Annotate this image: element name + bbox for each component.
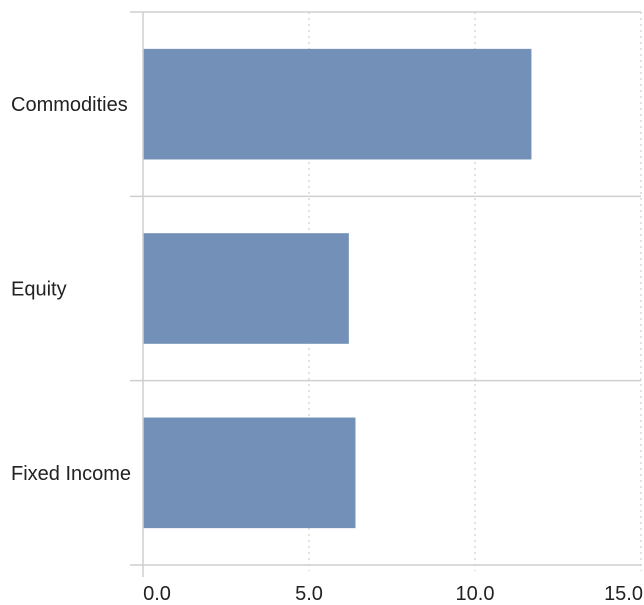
category-label: Equity (11, 279, 67, 301)
bar-equity (143, 233, 349, 344)
x-tick-label: 0.0 (143, 583, 171, 605)
category-label: Fixed Income (11, 463, 131, 485)
x-tick-label: 10.0 (456, 583, 495, 605)
bars-layer (143, 48, 532, 529)
labels-layer: Commodities Equity Fixed Income 0.0 5.0 10.0 1… (11, 94, 643, 605)
category-label: Commodities (11, 94, 128, 116)
bar-commodities (143, 48, 532, 160)
x-tick-label: 15.0 (604, 583, 643, 605)
x-tick-label: 5.0 (295, 583, 323, 605)
axis-layer (130, 11, 641, 577)
bar-fixed-income (143, 417, 356, 529)
